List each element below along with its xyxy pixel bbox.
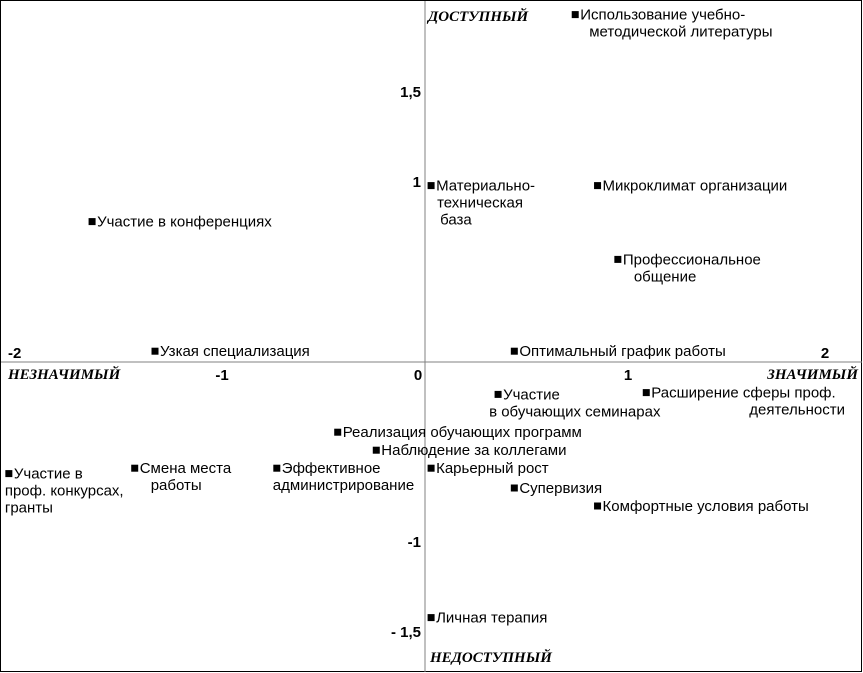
point-label: Комфортные условия работы [603,498,809,515]
data-point: Использование учебно-методической литера… [571,7,773,41]
point-marker [510,347,518,355]
data-point: Наблюдение за коллегами [372,442,566,459]
point-label: проф. конкурсах, [5,483,124,500]
point-marker [594,502,602,510]
point-label: Узкая специализация [160,343,310,360]
point-label: администрирование [273,477,414,494]
y-tick-label: -1 [408,534,421,551]
x-tick-label: 2 [821,345,829,362]
quadrant-label-bottom: НЕДОСТУПНЫЙ [429,648,553,666]
point-marker [642,389,650,397]
point-label: Микроклимат организации [603,178,788,195]
point-marker [88,218,96,226]
point-label: Участие [503,386,560,403]
point-label: Участие в конференциях [97,214,272,231]
point-marker [594,182,602,190]
data-point: Личная терапия [427,610,547,627]
point-marker [372,446,380,454]
data-point: Участие в конференциях [88,214,272,231]
point-label: гранты [5,500,53,517]
x-tick-label: 1 [624,367,632,384]
point-label: методической литературы [589,24,772,41]
y-tick-label: 1,5 [400,84,421,101]
point-marker [5,470,13,478]
point-label: Оптимальный график работы [519,343,725,360]
data-point: Карьерный рост [427,460,549,477]
point-marker [614,255,622,263]
point-marker [273,464,281,472]
data-point: Расширение сферы проф.деятельности [642,385,845,419]
x-tick-label: -2 [8,345,21,362]
point-label: Смена места [140,460,232,477]
point-label: общение [634,268,696,285]
data-point: Комфортные условия работы [594,498,809,515]
quadrant-label-top: ДОСТУПНЫЙ [426,7,530,25]
point-label: Использование учебно- [580,7,745,24]
point-marker [494,390,502,398]
quadrant-label-right: ЗНАЧИМЫЙ [766,365,859,383]
data-point: Реализация обучающих программ [334,424,582,441]
y-tick-label: - 1,5 [391,624,421,641]
point-label: Реализация обучающих программ [343,424,582,441]
point-label: Карьерный рост [436,460,549,477]
quadrant-label-left: НЕЗНАЧИМЫЙ [7,365,122,383]
point-label: Супервизия [519,480,602,497]
point-label: техническая [437,195,523,212]
point-marker [427,464,435,472]
point-marker [427,614,435,622]
x-tick-label: -1 [215,367,228,384]
x-tick-label: 0 [414,367,422,384]
point-label: в обучающих семинарах [489,403,661,420]
data-point: Узкая специализация [151,343,310,360]
data-point: Микроклимат организации [594,178,787,195]
point-marker [151,347,159,355]
point-label: работы [151,477,202,494]
point-label: Расширение сферы проф. [651,385,835,402]
point-label: Профессиональное [623,251,761,268]
point-label: база [440,212,472,229]
point-label: Наблюдение за коллегами [381,442,566,459]
point-marker [427,182,435,190]
point-label: деятельности [749,402,845,419]
data-point: Оптимальный график работы [510,343,726,360]
point-label: Участие в [14,466,83,483]
point-label: Эффективное [282,460,381,477]
point-marker [510,484,518,492]
y-tick-label: 1 [413,174,421,191]
point-marker [334,428,342,436]
point-label: Личная терапия [436,610,547,627]
point-marker [571,11,579,19]
data-point: Супервизия [510,480,602,497]
point-marker [131,464,139,472]
point-label: Материально- [436,178,535,195]
